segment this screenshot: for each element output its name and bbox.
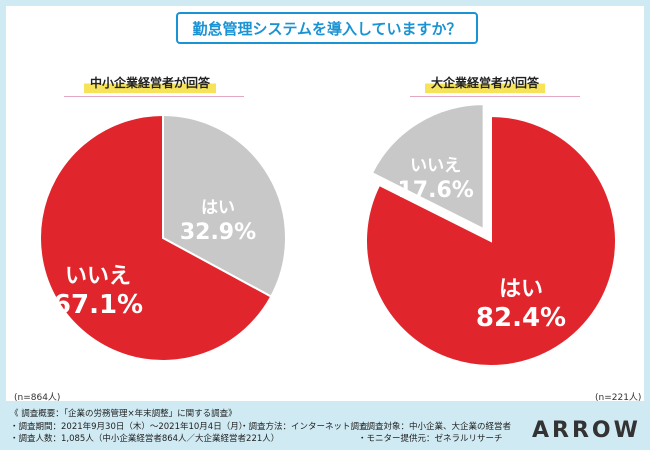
footer-method: ・調査方法：インターネット調査 [240,421,368,432]
pie-1-label-0: はい [499,277,543,302]
pie-1-value-1: 17.6% [397,178,473,203]
pie-0-value-0: 32.9% [180,220,256,245]
footer-count: ・調査人数：1,085人（中小企業経営者864人／大企業経営者221人） [10,434,280,444]
pie-1-label-1: いいえ [410,156,461,176]
footer-target: ・調査対象：中小企業、大企業の経営者 [358,421,512,432]
right-title-rule [410,96,580,97]
left-chart-title: 中小企業経営者が回答 [84,72,217,93]
arrow-logo: ARROW [532,418,641,443]
page-title: 勤怠管理システムを導入していますか？ [176,12,478,44]
pie-0-value-1: 67.1% [53,290,143,320]
right-sample-size: (n=221人) [595,393,642,403]
pie-0-label-0: はい [201,198,235,218]
right-chart-title: 大企業経営者が回答 [425,72,546,93]
pie-0-slice-0 [162,113,287,298]
footer-heading: 《 調査概要：「企業の労務管理×年末調整」に関する調査》 [10,409,237,419]
pie-1-value-0: 82.4% [476,303,566,333]
left-sample-size: (n=864人) [14,393,61,403]
footer-period: ・調査期間：2021年9月30日（木）〜2021年10月4日（月） [10,421,248,432]
pie-1-slice-1 [370,103,485,231]
pie-1-slice-0 [365,114,617,367]
footer-provider: ・モニター提供元：ゼネラルリサーチ [358,434,503,444]
pie-0-slice-1 [39,113,273,362]
pie-0-label-1: いいえ [65,264,131,289]
left-title-rule [64,96,244,97]
survey-footer: 《 調査概要：「企業の労務管理×年末調整」に関する調査》 ・調査期間：2021年… [10,408,530,446]
